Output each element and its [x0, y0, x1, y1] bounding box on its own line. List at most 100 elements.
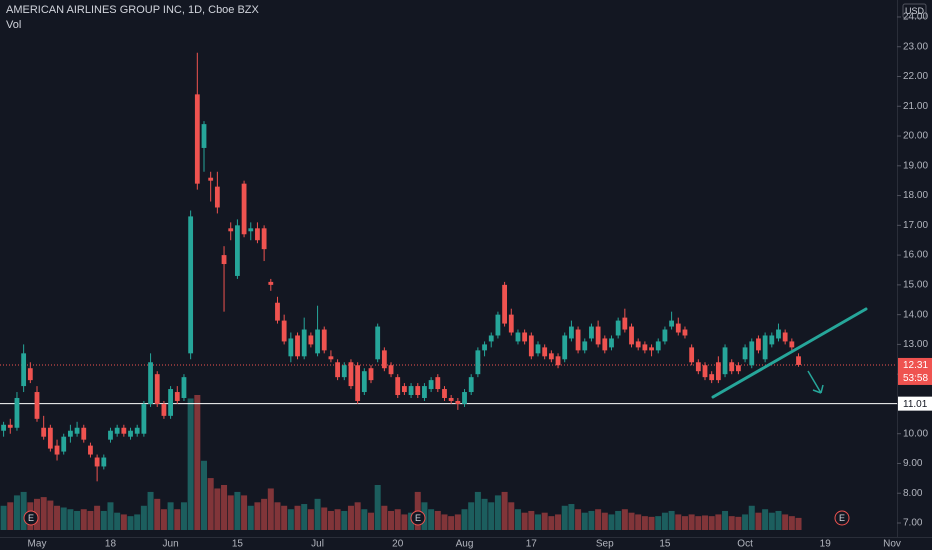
volume-bar — [0, 505, 7, 530]
earnings-text[interactable]: E — [415, 513, 421, 523]
volume-bar — [107, 502, 114, 530]
candle-body — [769, 335, 775, 345]
y-tick-label: 22.00 — [903, 71, 928, 82]
candle-body — [181, 377, 187, 398]
earnings-circle[interactable] — [410, 510, 426, 526]
volume-bar — [581, 512, 588, 530]
candle-body — [261, 228, 267, 250]
volume-bar — [134, 514, 141, 530]
currency-label[interactable]: USD — [905, 6, 925, 16]
volume-bar — [708, 516, 715, 530]
volume-bar — [695, 516, 702, 530]
volume-bar — [588, 510, 595, 530]
candle-body — [235, 225, 240, 276]
candle-body — [428, 380, 434, 390]
candle-body — [548, 353, 554, 360]
earnings-text[interactable]: E — [28, 513, 34, 523]
candle-body — [729, 362, 735, 372]
candle-body — [695, 362, 701, 372]
volume-bar — [541, 512, 548, 530]
candle-body — [214, 186, 220, 208]
candle-body — [81, 427, 87, 440]
candle-body — [675, 323, 681, 333]
volume-bar — [681, 516, 688, 530]
candle-body — [88, 445, 93, 455]
volume-bar — [60, 507, 67, 530]
candle-body — [602, 338, 608, 351]
volume-bar — [461, 509, 468, 530]
candle-body — [722, 347, 728, 375]
candle-body — [34, 392, 40, 419]
candle-body — [589, 326, 594, 339]
candle-body — [281, 320, 287, 342]
volume-bar — [127, 516, 134, 530]
last-price-box — [898, 357, 932, 385]
candle-body — [288, 338, 294, 357]
volume-bar — [354, 502, 361, 530]
y-tick-label: 7.00 — [903, 518, 923, 529]
candle-body — [21, 353, 27, 387]
candle-body — [448, 397, 454, 401]
arrow-drawing[interactable] — [807, 370, 824, 394]
candle-body — [508, 314, 514, 333]
last-price-label: 12.31 — [903, 360, 928, 371]
candle-body — [776, 329, 781, 339]
candle-body — [789, 341, 795, 348]
candle-body — [321, 329, 327, 351]
volume-bar — [762, 509, 769, 530]
candle-body — [315, 329, 320, 354]
volume-bar — [595, 509, 602, 530]
candle-body — [148, 362, 153, 404]
candle-body — [569, 326, 574, 339]
candle-body — [228, 228, 234, 232]
x-tick-label: 19 — [820, 539, 832, 550]
earnings-circle[interactable] — [23, 510, 39, 526]
volume-bar — [735, 516, 742, 530]
x-tick-label: May — [28, 539, 47, 550]
trendline[interactable] — [711, 307, 868, 399]
candle-body — [375, 326, 381, 360]
candle-body — [575, 329, 581, 351]
candle-body — [522, 332, 528, 342]
candle-body — [54, 445, 60, 455]
volume-bar — [54, 505, 61, 530]
candle-body — [14, 397, 20, 428]
candle-body — [154, 374, 160, 404]
volume-bar — [474, 491, 481, 530]
candle-body — [482, 344, 487, 351]
candle-body — [662, 329, 668, 342]
volume-bar — [341, 510, 348, 530]
volume-bar — [274, 502, 281, 530]
volume-bar — [67, 509, 74, 530]
volume-bar — [394, 509, 401, 530]
currency-box[interactable] — [902, 3, 927, 19]
volume-bar — [514, 509, 521, 530]
candle-body — [1, 424, 7, 431]
x-tick-label: Oct — [737, 539, 753, 550]
volume-bar — [140, 505, 147, 530]
volume-bar — [715, 514, 722, 530]
candle-body — [68, 430, 73, 437]
earnings-marker[interactable]: E — [410, 510, 426, 526]
volume-bar — [381, 505, 388, 530]
volume-bar — [194, 395, 201, 530]
volume-bar — [641, 516, 648, 530]
candle-body — [488, 335, 494, 342]
earnings-marker[interactable]: E — [834, 510, 850, 526]
y-tick-label: 10.00 — [903, 428, 928, 439]
candle-body — [609, 338, 614, 348]
earnings-text[interactable]: E — [839, 513, 845, 523]
volume-bar — [481, 498, 488, 530]
volume-bar — [628, 512, 635, 530]
candle-body — [629, 326, 634, 345]
candle-body — [395, 377, 401, 396]
earnings-marker[interactable]: E — [23, 510, 39, 526]
candle-body — [615, 320, 621, 336]
volume-bar — [100, 510, 107, 530]
earnings-circle[interactable] — [834, 510, 850, 526]
volume-bar — [428, 509, 435, 530]
y-tick-label: 9.00 — [903, 458, 923, 469]
candle-body — [762, 335, 768, 360]
candle-body — [121, 427, 127, 434]
